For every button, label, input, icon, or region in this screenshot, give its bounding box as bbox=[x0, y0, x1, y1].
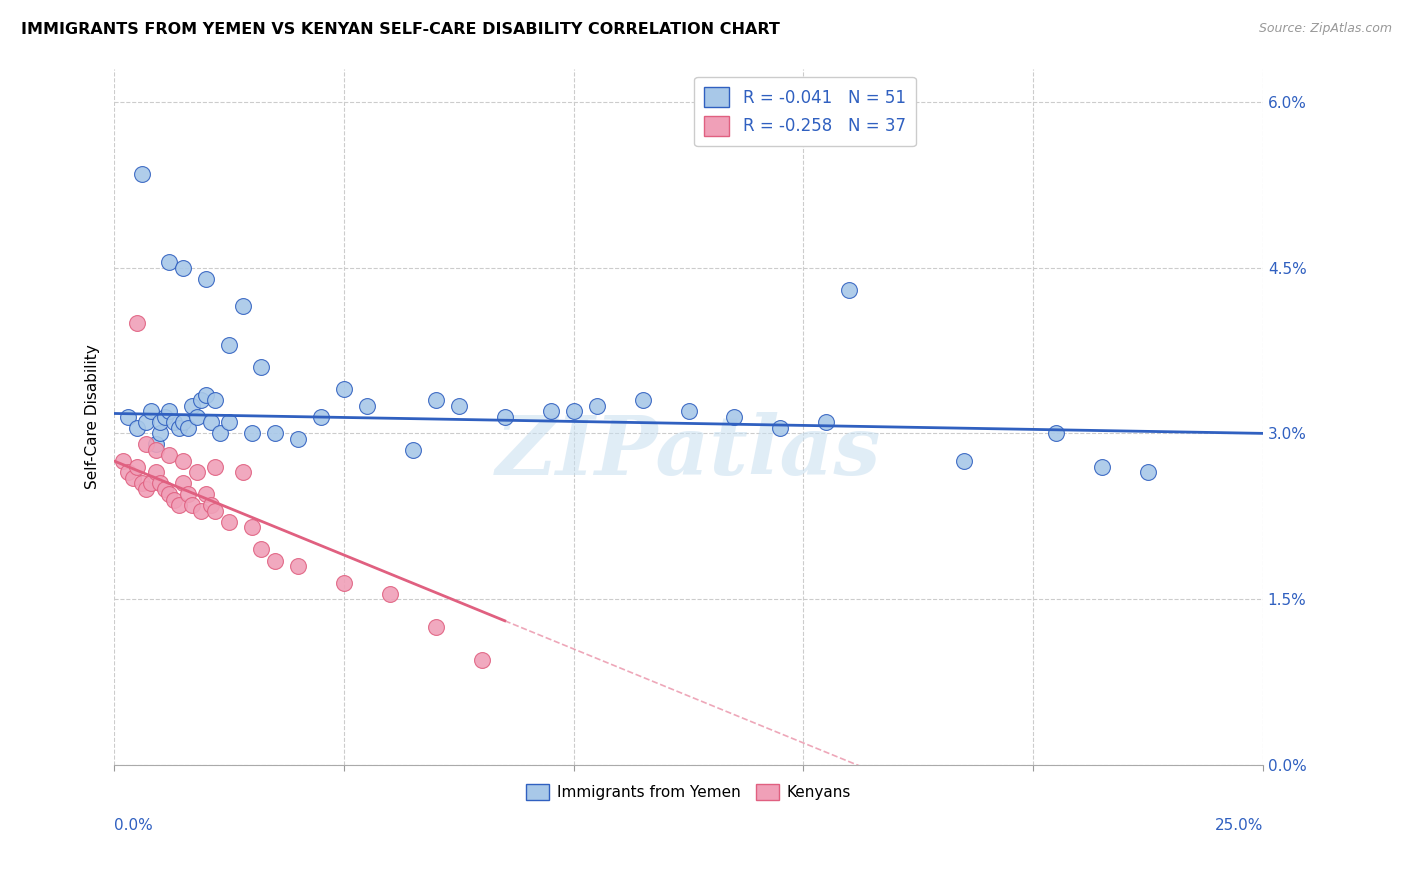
Point bbox=[181, 498, 204, 512]
Point bbox=[309, 409, 332, 424]
Point bbox=[425, 393, 447, 408]
Y-axis label: Self-Care Disability: Self-Care Disability bbox=[86, 344, 100, 489]
Point bbox=[264, 553, 287, 567]
Point bbox=[540, 404, 562, 418]
Point bbox=[145, 437, 167, 451]
Point bbox=[678, 404, 700, 418]
Point bbox=[1045, 426, 1067, 441]
Text: 25.0%: 25.0% bbox=[1215, 818, 1263, 833]
Point bbox=[287, 432, 309, 446]
Point bbox=[195, 271, 218, 285]
Point bbox=[172, 415, 194, 429]
Point bbox=[127, 316, 149, 330]
Point bbox=[200, 415, 222, 429]
Point bbox=[153, 409, 176, 424]
Point bbox=[232, 465, 254, 479]
Point bbox=[471, 653, 494, 667]
Point bbox=[190, 504, 212, 518]
Point bbox=[218, 415, 240, 429]
Point bbox=[149, 415, 172, 429]
Point bbox=[186, 465, 208, 479]
Point bbox=[250, 542, 273, 557]
Point bbox=[121, 470, 143, 484]
Point bbox=[135, 437, 157, 451]
Point bbox=[157, 449, 180, 463]
Point bbox=[195, 387, 218, 401]
Point bbox=[139, 476, 162, 491]
Point bbox=[356, 399, 378, 413]
Point bbox=[240, 426, 263, 441]
Point bbox=[287, 559, 309, 574]
Point bbox=[402, 442, 425, 457]
Point bbox=[127, 459, 149, 474]
Point bbox=[117, 465, 139, 479]
Point bbox=[163, 415, 186, 429]
Point bbox=[167, 421, 190, 435]
Point bbox=[723, 409, 745, 424]
Point bbox=[177, 487, 200, 501]
Point bbox=[204, 504, 226, 518]
Legend: Immigrants from Yemen, Kenyans: Immigrants from Yemen, Kenyans bbox=[520, 778, 856, 806]
Point bbox=[195, 487, 218, 501]
Point bbox=[157, 487, 180, 501]
Point bbox=[131, 167, 153, 181]
Point bbox=[172, 260, 194, 275]
Point bbox=[264, 426, 287, 441]
Point bbox=[145, 442, 167, 457]
Point bbox=[127, 421, 149, 435]
Point bbox=[208, 426, 231, 441]
Point bbox=[117, 409, 139, 424]
Point bbox=[172, 454, 194, 468]
Point bbox=[769, 421, 792, 435]
Point bbox=[1137, 465, 1160, 479]
Point bbox=[378, 587, 401, 601]
Point bbox=[232, 299, 254, 313]
Point bbox=[815, 415, 838, 429]
Point bbox=[186, 409, 208, 424]
Point bbox=[204, 459, 226, 474]
Point bbox=[145, 465, 167, 479]
Point bbox=[177, 421, 200, 435]
Text: 0.0%: 0.0% bbox=[114, 818, 153, 833]
Point bbox=[838, 283, 860, 297]
Point bbox=[218, 515, 240, 529]
Point bbox=[447, 399, 470, 413]
Point bbox=[172, 476, 194, 491]
Point bbox=[204, 393, 226, 408]
Point bbox=[250, 359, 273, 374]
Point bbox=[157, 255, 180, 269]
Point bbox=[333, 382, 356, 396]
Point bbox=[163, 492, 186, 507]
Point bbox=[494, 409, 516, 424]
Point bbox=[333, 575, 356, 590]
Point bbox=[425, 620, 447, 634]
Text: IMMIGRANTS FROM YEMEN VS KENYAN SELF-CARE DISABILITY CORRELATION CHART: IMMIGRANTS FROM YEMEN VS KENYAN SELF-CAR… bbox=[21, 22, 780, 37]
Point bbox=[167, 498, 190, 512]
Point bbox=[585, 399, 607, 413]
Point bbox=[131, 476, 153, 491]
Point bbox=[112, 454, 135, 468]
Text: ZIPatlas: ZIPatlas bbox=[496, 411, 882, 491]
Point bbox=[562, 404, 585, 418]
Point bbox=[149, 476, 172, 491]
Point bbox=[200, 498, 222, 512]
Point bbox=[135, 482, 157, 496]
Point bbox=[135, 415, 157, 429]
Point bbox=[139, 404, 162, 418]
Point bbox=[953, 454, 976, 468]
Point bbox=[157, 404, 180, 418]
Point bbox=[153, 482, 176, 496]
Point bbox=[1091, 459, 1114, 474]
Point bbox=[631, 393, 654, 408]
Point bbox=[181, 399, 204, 413]
Point bbox=[190, 393, 212, 408]
Point bbox=[149, 426, 172, 441]
Point bbox=[218, 338, 240, 352]
Point bbox=[240, 520, 263, 534]
Text: Source: ZipAtlas.com: Source: ZipAtlas.com bbox=[1258, 22, 1392, 36]
